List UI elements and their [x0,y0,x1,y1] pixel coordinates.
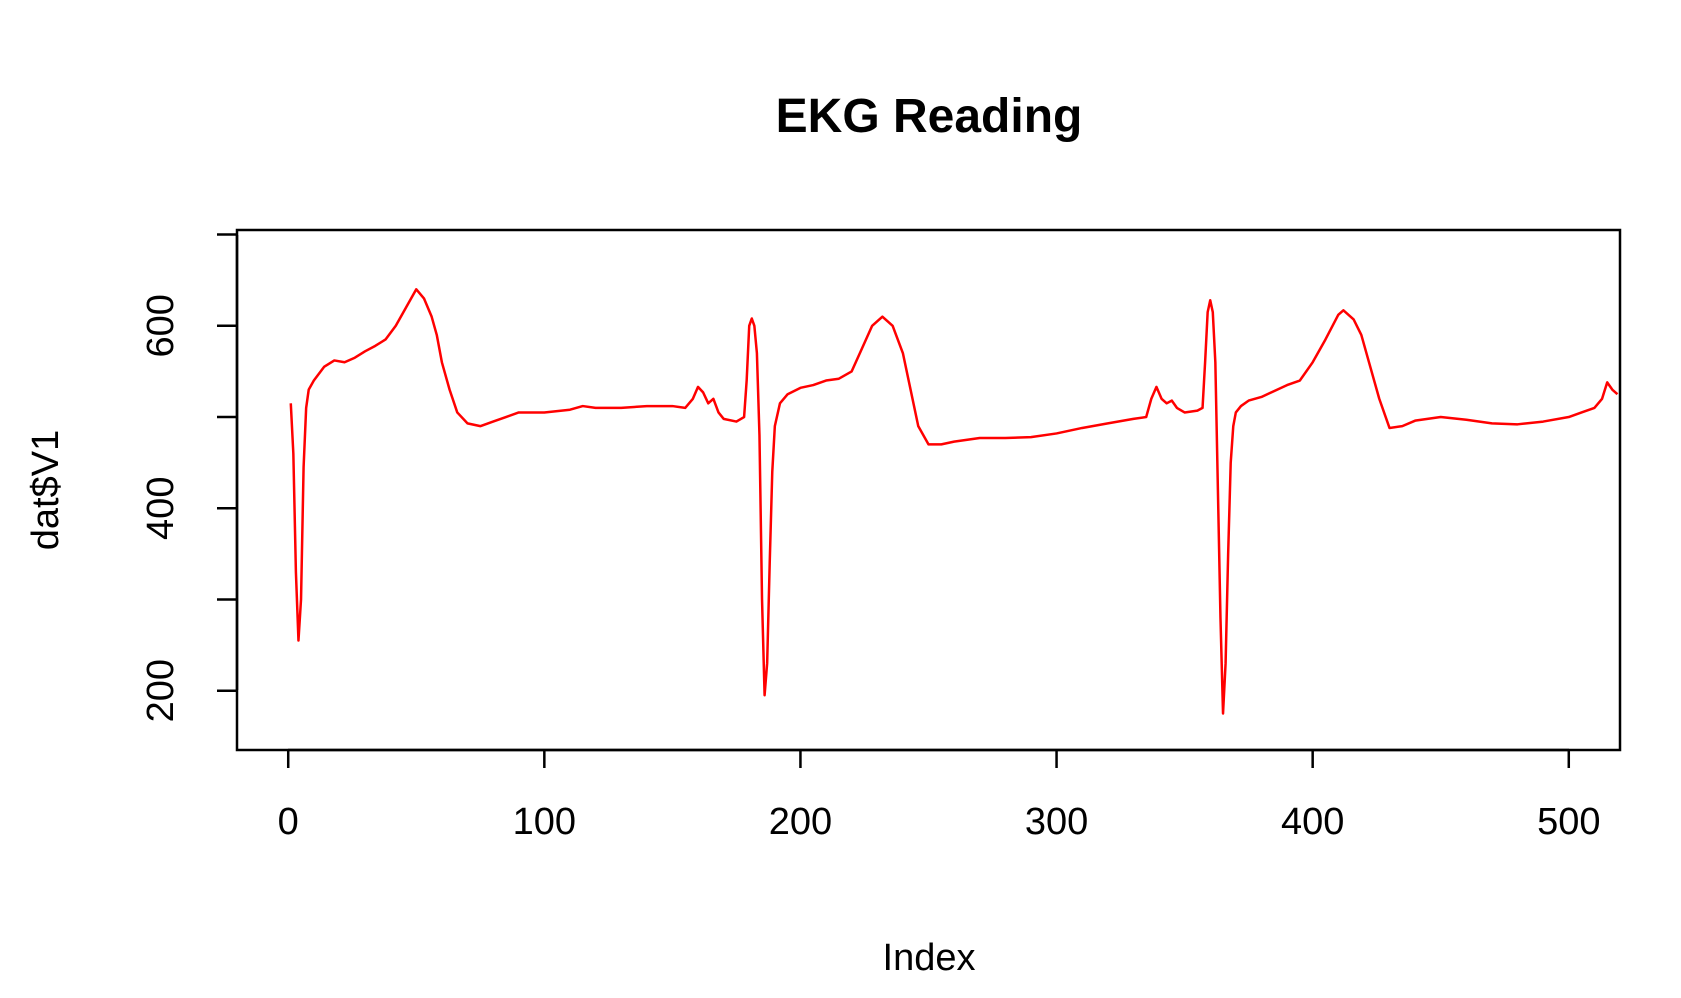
x-axis-label: Index [883,937,976,979]
x-tick-label: 200 [769,801,832,843]
x-tick-label: 100 [513,801,576,843]
x-tick-label: 400 [1281,801,1344,843]
y-ticks: 200 400 600 [140,233,237,722]
chart-title: EKG Reading [776,90,1083,143]
series-line [289,288,1619,715]
series-layer [289,288,1619,715]
y-tick-label: 200 [140,659,182,722]
y-tick-label: 400 [140,477,182,540]
y-axis-label: dat$V1 [25,430,67,550]
x-tick-label: 500 [1537,801,1600,843]
x-tick-label: 0 [278,801,299,843]
plot-frame [235,228,1622,752]
x-tick-label: 300 [1025,801,1088,843]
y-tick-label: 600 [140,294,182,357]
x-ticks: 0 100 200 300 400 500 [278,750,1600,843]
